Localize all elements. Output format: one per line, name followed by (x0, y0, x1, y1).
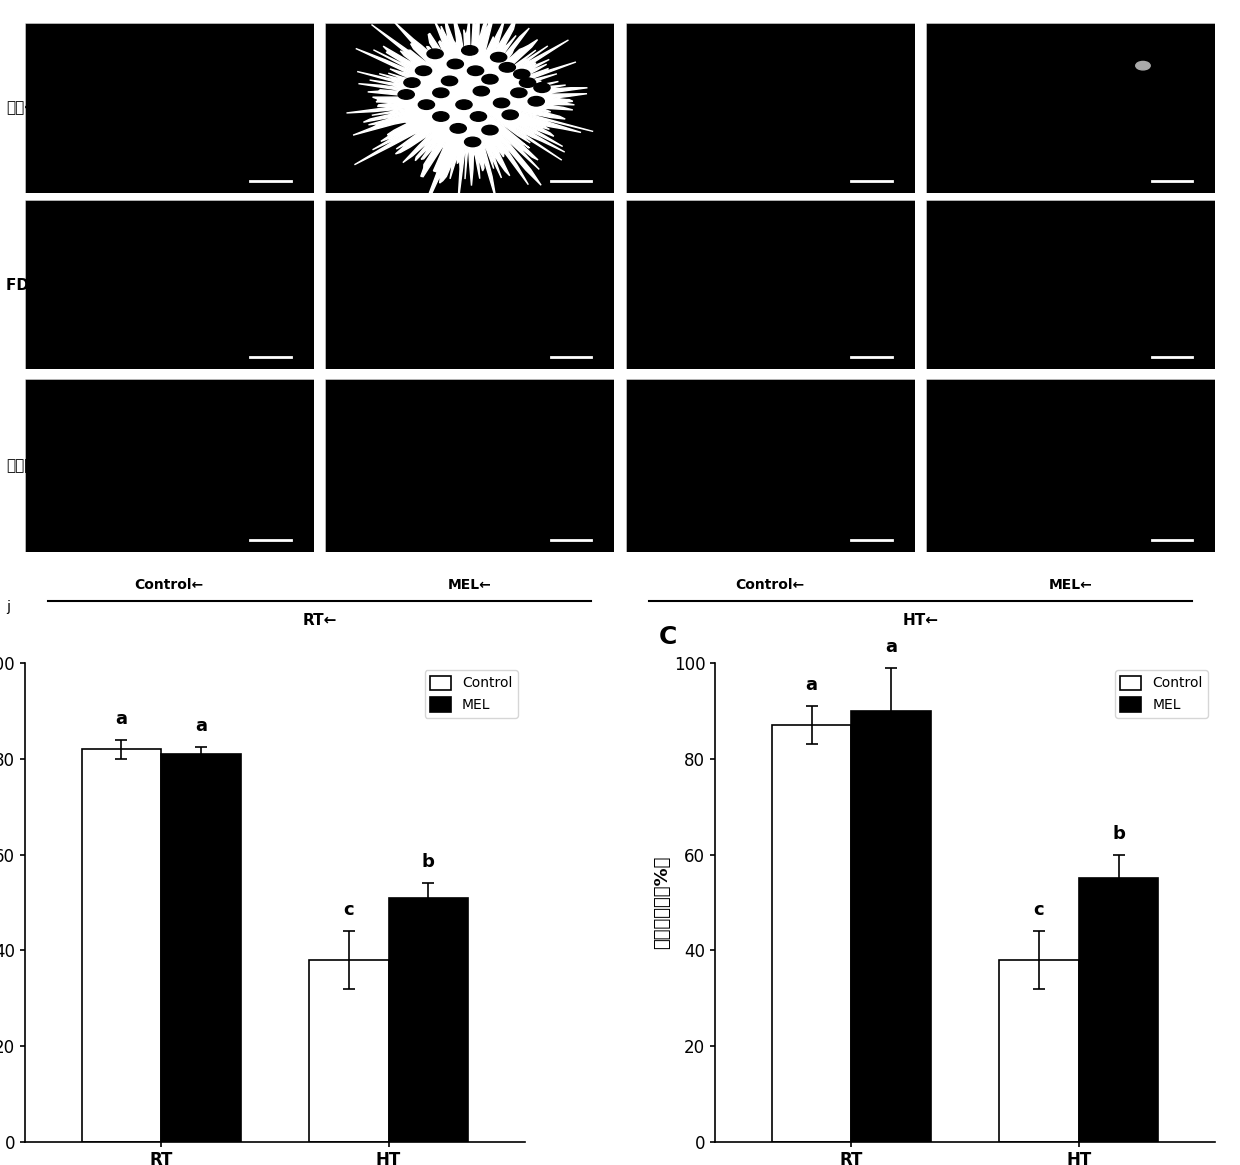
Text: Control←: Control← (135, 578, 203, 592)
Circle shape (441, 76, 458, 86)
Circle shape (456, 100, 472, 110)
Circle shape (433, 89, 449, 98)
Circle shape (520, 78, 536, 87)
Circle shape (482, 75, 498, 84)
Text: 白光↵: 白光↵ (6, 100, 37, 115)
Circle shape (470, 112, 486, 121)
Circle shape (500, 63, 516, 72)
Circle shape (418, 100, 434, 110)
Text: MEL←: MEL← (1049, 578, 1092, 592)
Circle shape (502, 110, 518, 120)
Circle shape (450, 123, 466, 133)
Text: C: C (660, 626, 677, 649)
Bar (388, 897, 469, 1142)
Text: FDA 染色↵: FDA 染色↵ (6, 277, 77, 291)
Text: b: b (422, 853, 435, 871)
Text: a: a (195, 716, 207, 735)
Circle shape (534, 83, 551, 92)
Circle shape (491, 52, 507, 62)
Polygon shape (346, 6, 593, 224)
Bar (309, 960, 388, 1142)
Circle shape (465, 137, 481, 147)
Text: RT←: RT← (303, 613, 337, 628)
Bar (852, 711, 931, 1142)
Circle shape (1136, 62, 1151, 70)
Bar (82, 749, 161, 1142)
Circle shape (467, 66, 484, 76)
Circle shape (513, 70, 529, 79)
Legend: Control, MEL: Control, MEL (424, 670, 518, 718)
Text: a: a (806, 676, 817, 694)
Circle shape (433, 112, 449, 121)
Circle shape (404, 78, 420, 87)
Circle shape (474, 86, 490, 96)
Bar (1079, 878, 1158, 1142)
Circle shape (448, 59, 464, 69)
Text: a: a (115, 709, 128, 728)
Text: c: c (343, 902, 355, 919)
Text: a: a (885, 638, 898, 656)
Text: A: A (43, 26, 63, 50)
Bar (771, 726, 852, 1142)
Circle shape (398, 90, 414, 99)
Text: Control←: Control← (735, 578, 805, 592)
Text: j: j (6, 600, 10, 614)
Bar (161, 754, 241, 1142)
Text: HT←: HT← (903, 613, 939, 628)
Circle shape (494, 98, 510, 107)
Circle shape (528, 97, 544, 106)
Text: MEL←: MEL← (448, 578, 491, 592)
Legend: Control, MEL: Control, MEL (1115, 670, 1208, 718)
Bar (999, 960, 1079, 1142)
Circle shape (482, 126, 498, 135)
Text: b: b (1112, 825, 1125, 842)
Text: 苯胺蓝染色↵: 苯胺蓝染色↵ (6, 458, 64, 473)
Circle shape (415, 66, 432, 76)
Text: c: c (1034, 902, 1044, 919)
Circle shape (461, 45, 477, 55)
Y-axis label: 花粉萄发芽（%）: 花粉萄发芽（%） (653, 856, 671, 949)
Circle shape (427, 49, 443, 58)
Circle shape (511, 89, 527, 98)
